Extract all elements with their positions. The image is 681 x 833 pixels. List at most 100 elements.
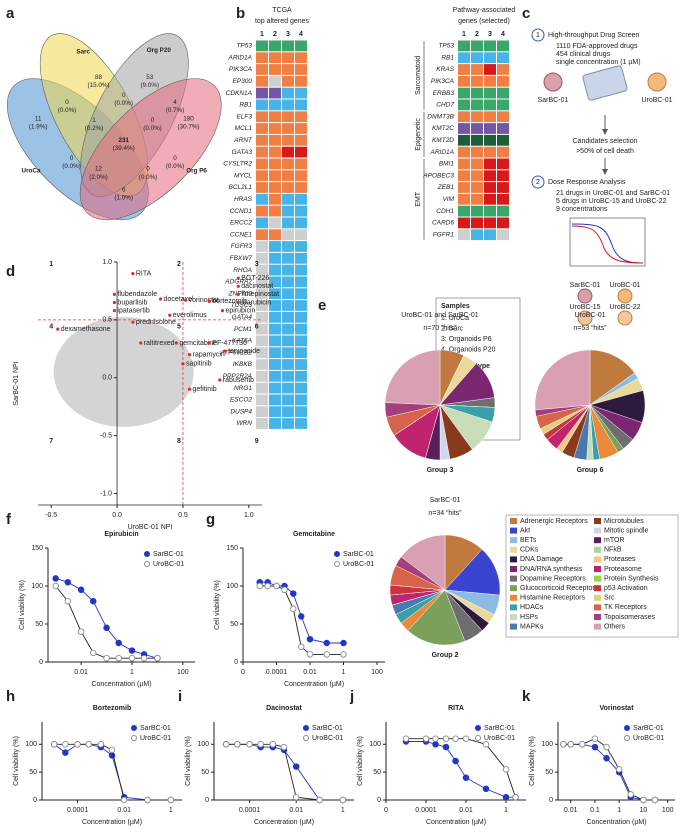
alteration-cell	[497, 99, 509, 111]
alteration-cell	[458, 205, 470, 217]
step-bullet: 5 drugs in UroBC-15 and UroBC-22	[556, 198, 667, 205]
y-tick-label: 0	[234, 659, 238, 666]
step-bullet: 9 concentrations	[556, 206, 608, 213]
alteration-cell	[282, 64, 294, 75]
drug-point	[168, 313, 172, 317]
alteration-cell	[471, 158, 483, 170]
data-point	[74, 741, 81, 748]
venn-count: 1	[92, 117, 96, 124]
legend-swatch	[594, 546, 601, 553]
alteration-cell	[295, 217, 307, 229]
cell-cluster	[647, 72, 667, 92]
gene-label: VIM	[442, 196, 454, 203]
x-tick-label: 0.1	[590, 807, 600, 814]
alteration-cell	[458, 134, 470, 146]
column-label: 3	[286, 31, 290, 38]
venn-percent: (2.0%)	[89, 174, 108, 181]
drug-point	[236, 300, 240, 305]
drug-point	[139, 341, 143, 345]
drug-point	[223, 349, 227, 353]
alteration-cell	[497, 111, 509, 123]
alteration-cell	[269, 311, 281, 323]
panel-label: f	[6, 511, 12, 528]
data-point	[52, 582, 59, 590]
gene-label: BMI1	[439, 161, 455, 168]
data-point	[89, 597, 97, 605]
y-tick-label: 50	[201, 769, 209, 776]
cell-cluster	[543, 72, 563, 92]
legend-swatch	[594, 537, 601, 544]
y-tick-label: -1.0	[100, 490, 112, 497]
alteration-cell	[256, 123, 268, 134]
legend-marker	[475, 725, 481, 731]
y-tick-label: 0	[39, 659, 43, 666]
data-point	[52, 575, 59, 582]
gene-label: KMT2C	[432, 125, 454, 132]
y-tick-label: 50	[545, 769, 553, 776]
y-tick-label: 0.0	[102, 375, 112, 382]
data-point	[154, 654, 161, 662]
alteration-cell	[497, 170, 509, 182]
drug-label: rapamycin	[193, 351, 225, 358]
alteration-cell	[497, 52, 509, 64]
alteration-cell	[471, 40, 483, 52]
data-point	[292, 793, 300, 801]
gene-label: RB1	[239, 102, 252, 109]
data-point	[591, 743, 599, 751]
alteration-cell	[295, 241, 307, 252]
step-bullet: 21 drugs in UroBC-01 and SarBC-01	[556, 190, 670, 197]
alteration-cell	[497, 64, 509, 75]
selection-title: Candidates selection	[573, 138, 638, 145]
alteration-cell	[497, 158, 509, 170]
alteration-cell	[471, 64, 483, 75]
gene-label: CCNE1	[230, 231, 252, 238]
y-axis-label: Cell viability (%)	[19, 580, 26, 630]
data-point	[85, 741, 92, 748]
y-tick-label: 0	[377, 797, 381, 804]
data-point	[292, 763, 300, 770]
gene-label: PCM1	[234, 326, 252, 333]
pie-title: UroBC-01 and SarBC-01	[401, 312, 479, 319]
data-point	[89, 649, 97, 657]
alteration-cell	[471, 170, 483, 182]
cell-cluster	[617, 310, 633, 326]
pie-slice	[400, 534, 446, 591]
pie-slice	[534, 349, 591, 411]
column-label: 4	[501, 31, 505, 38]
alteration-cell	[484, 146, 496, 158]
venn-percent: (0.0%)	[62, 163, 81, 170]
alteration-cell	[256, 64, 268, 75]
gene-label: RB1	[441, 54, 454, 61]
y-tick-label: 0	[33, 797, 37, 804]
legend-swatch	[510, 604, 517, 611]
gene-label: ERBB3	[433, 90, 455, 97]
legend-marker	[334, 561, 340, 567]
data-point	[64, 597, 72, 605]
drug-point	[112, 292, 117, 296]
pie-group-label: Group 2	[432, 652, 459, 659]
legend-swatch	[510, 575, 517, 582]
gene-label: ELF3	[236, 113, 252, 120]
legend-label: UroBC-01	[343, 561, 374, 568]
alteration-cell	[282, 123, 294, 134]
point-cloud	[53, 316, 194, 427]
drug-point	[112, 300, 117, 305]
legend-item: NFkB	[604, 547, 622, 554]
alteration-cell	[269, 64, 281, 75]
alteration-cell	[256, 75, 268, 87]
gene-label: FGFR3	[231, 243, 253, 250]
data-point	[257, 741, 264, 748]
alteration-cell	[497, 146, 509, 158]
alteration-cell	[256, 323, 268, 335]
data-point	[615, 766, 623, 773]
venn-count: 11	[35, 115, 42, 122]
venn-percent: (0.2%)	[85, 125, 104, 132]
selection-note: >50% of cell death	[576, 148, 634, 155]
gene-label: ESCO2	[230, 397, 252, 404]
alteration-cell	[497, 205, 509, 217]
pie-title: SarBC-01	[430, 497, 461, 504]
alteration-cell	[269, 252, 281, 264]
alteration-cell	[497, 134, 509, 146]
y-axis-label: SarBC-01 NPI	[13, 361, 20, 405]
y-tick-label: 150	[31, 545, 43, 552]
